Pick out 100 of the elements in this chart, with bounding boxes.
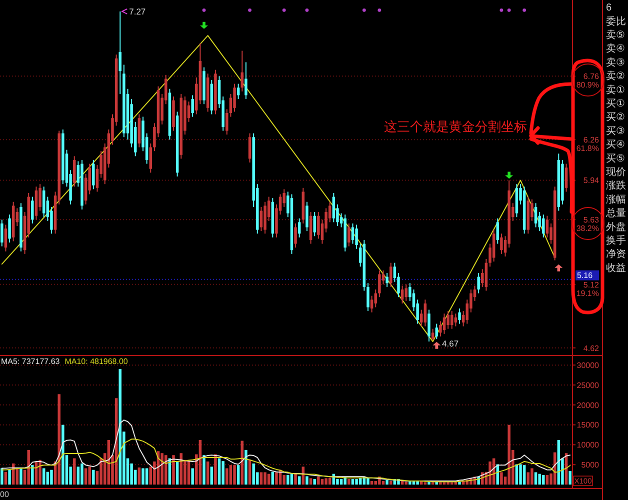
bar bbox=[214, 454, 217, 485]
text: 涨幅 bbox=[606, 193, 626, 206]
text: 00 bbox=[0, 490, 10, 499]
text: 卖② bbox=[606, 70, 625, 82]
bar bbox=[252, 463, 255, 485]
line-series bbox=[1, 438, 571, 482]
bar bbox=[118, 369, 122, 485]
bar bbox=[542, 475, 545, 485]
bar bbox=[38, 460, 42, 485]
bar bbox=[138, 467, 141, 485]
y-tick-label: 6.26 61.8% bbox=[576, 136, 600, 154]
annotation: 7.27 bbox=[129, 6, 146, 17]
bar bbox=[210, 466, 214, 485]
text: 外盘 bbox=[606, 220, 626, 233]
y-tick-label: 15000 bbox=[576, 420, 600, 430]
y-tick-label: 30000 bbox=[576, 360, 600, 370]
text: 卖③ bbox=[606, 56, 625, 68]
bar bbox=[320, 479, 324, 485]
bar bbox=[530, 468, 534, 485]
bar bbox=[568, 471, 572, 485]
bar bbox=[508, 424, 510, 485]
y-tick-label: 10000 bbox=[576, 440, 600, 450]
bar bbox=[404, 482, 408, 485]
bar bbox=[526, 472, 530, 485]
annotation: 这三个就是黄金分割坐标 bbox=[384, 119, 527, 134]
bar bbox=[80, 463, 84, 485]
bar bbox=[202, 455, 206, 485]
bar bbox=[236, 465, 240, 485]
bar bbox=[0, 468, 4, 485]
bar bbox=[522, 465, 526, 485]
bar bbox=[27, 450, 30, 485]
bar bbox=[31, 465, 34, 485]
bar bbox=[206, 461, 210, 485]
annotation: 4.67 bbox=[442, 338, 459, 349]
text: 买④ bbox=[606, 140, 625, 151]
y-tick-label: 5000 bbox=[581, 460, 600, 470]
bar bbox=[538, 474, 541, 485]
bar bbox=[424, 482, 427, 485]
y-tick-label: 25000 bbox=[576, 380, 600, 390]
text: 买① bbox=[606, 98, 625, 110]
bar bbox=[72, 458, 76, 485]
text: 委比 bbox=[606, 15, 626, 28]
text: 卖④ bbox=[606, 42, 625, 55]
bar bbox=[160, 453, 164, 485]
y-tick-label: 5.94 bbox=[583, 176, 600, 186]
bar bbox=[226, 468, 228, 485]
y-tick-label: 5.63 38.2% bbox=[576, 216, 600, 234]
bar bbox=[366, 478, 370, 485]
text: 收益 bbox=[606, 262, 626, 274]
text: 总量 bbox=[605, 207, 626, 220]
bar bbox=[294, 473, 297, 485]
bar bbox=[244, 450, 248, 485]
bar bbox=[233, 465, 236, 485]
bar bbox=[218, 458, 221, 485]
y-tick-label: 5.12 19.1% bbox=[576, 280, 600, 298]
y-tick-label: 20000 bbox=[576, 400, 600, 410]
bar bbox=[340, 479, 343, 485]
bar bbox=[275, 472, 278, 485]
bar bbox=[88, 466, 91, 485]
text: MA5: 737177.63 bbox=[1, 357, 60, 366]
bar bbox=[264, 472, 266, 485]
bar bbox=[164, 455, 168, 485]
text: 买⑤ bbox=[606, 153, 625, 164]
bar bbox=[20, 468, 22, 485]
bar bbox=[222, 461, 224, 485]
bar bbox=[317, 476, 320, 485]
bar bbox=[50, 470, 53, 485]
bar bbox=[142, 468, 144, 485]
bar bbox=[260, 472, 263, 485]
bar bbox=[370, 481, 374, 485]
text: 卖① bbox=[606, 84, 625, 96]
bar bbox=[458, 482, 461, 485]
bar bbox=[62, 424, 64, 485]
bar bbox=[351, 479, 354, 485]
text: 涨跌 bbox=[606, 180, 626, 192]
bar bbox=[172, 455, 175, 485]
bar bbox=[313, 479, 316, 485]
bar bbox=[389, 481, 392, 485]
bar bbox=[534, 472, 538, 485]
text: 卖⑤ bbox=[606, 29, 625, 41]
y-tick-label: 6.76 80.9% bbox=[576, 72, 600, 90]
text: MA10: 481968.00 bbox=[64, 357, 128, 366]
bar bbox=[500, 472, 503, 485]
bar bbox=[488, 461, 492, 485]
bar bbox=[309, 478, 312, 485]
line-series bbox=[1, 420, 571, 482]
bar bbox=[92, 470, 95, 485]
text: 换手 bbox=[606, 234, 626, 246]
bar bbox=[229, 465, 232, 485]
bar bbox=[306, 476, 308, 485]
text: 现价 bbox=[606, 166, 626, 178]
bar bbox=[348, 479, 350, 485]
text: 6 bbox=[606, 2, 612, 14]
bar bbox=[400, 481, 404, 485]
bar bbox=[191, 468, 194, 485]
y-tick-label: 4.62 bbox=[583, 344, 600, 353]
bar bbox=[8, 470, 11, 485]
bar bbox=[324, 478, 328, 485]
bar bbox=[286, 475, 290, 485]
bar bbox=[58, 394, 60, 485]
